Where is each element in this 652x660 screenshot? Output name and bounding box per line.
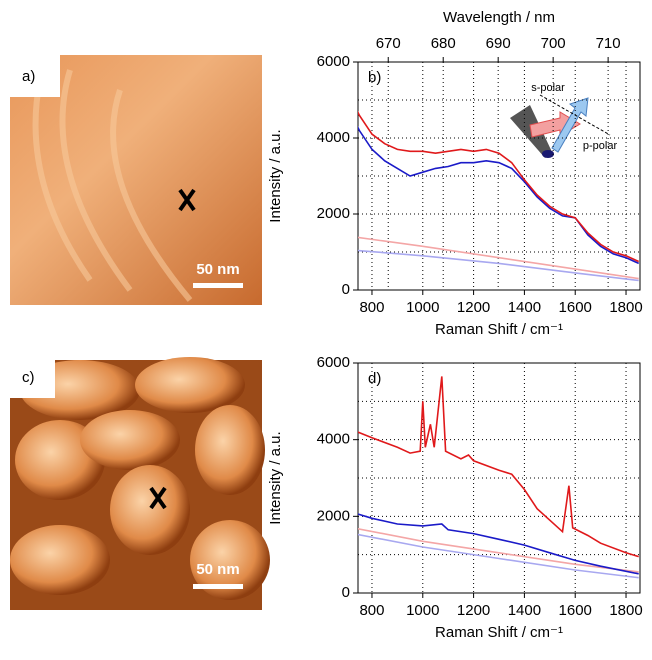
y-tick-label: 2000 — [317, 205, 350, 222]
x-tick-label: 1000 — [406, 299, 439, 316]
x2-tick-label: 690 — [486, 35, 511, 52]
y-tick-label: 0 — [342, 584, 350, 601]
y-tick-label: 2000 — [317, 507, 350, 524]
image-label: a) — [22, 68, 35, 85]
x-tick-label: 1800 — [609, 299, 642, 316]
x2-tick-label: 710 — [596, 35, 621, 52]
x-axis-title: Raman Shift / cm⁻¹ — [435, 624, 563, 641]
panel-label: b) — [368, 69, 381, 86]
y-axis-title: Intensity / a.u. — [267, 431, 284, 524]
afm-image-c — [10, 357, 270, 610]
spectrum-line — [358, 110, 640, 263]
x-tick-label: 800 — [359, 602, 384, 619]
y-tick-label: 4000 — [317, 129, 350, 146]
scale-bar-label: 50 nm — [196, 261, 239, 278]
x2-tick-label: 700 — [541, 35, 566, 52]
inset-label: p-polar — [583, 140, 618, 152]
x-tick-label: 1800 — [609, 602, 642, 619]
panel-label: d) — [368, 370, 381, 387]
x-tick-label: 1600 — [559, 602, 592, 619]
x-tick-label: 1400 — [508, 299, 541, 316]
x2-tick-label: 680 — [431, 35, 456, 52]
x2-tick-label: 670 — [376, 35, 401, 52]
y-tick-label: 6000 — [317, 354, 350, 371]
spectrum-line — [358, 376, 639, 558]
x-tick-label: 1400 — [508, 602, 541, 619]
y-tick-label: 4000 — [317, 431, 350, 448]
spectrum-line — [358, 249, 639, 282]
spectrum-line — [358, 533, 639, 579]
x-tick-label: 1200 — [457, 299, 490, 316]
scale-bar-label: 50 nm — [196, 561, 239, 578]
image-label: c) — [22, 369, 35, 386]
spectrum-line — [358, 125, 640, 265]
x-tick-label: 1000 — [406, 602, 439, 619]
x-tick-label: 1600 — [559, 299, 592, 316]
plot-frame — [357, 61, 641, 291]
inset-label: s-polar — [531, 82, 565, 94]
x-axis-title: Raman Shift / cm⁻¹ — [435, 321, 563, 338]
plot-frame — [357, 362, 641, 594]
polarization-inset — [510, 94, 611, 158]
spectrum-line — [358, 236, 639, 280]
afm-image-a — [10, 55, 262, 305]
y-tick-label: 0 — [342, 281, 350, 298]
spectrum-line — [358, 527, 639, 573]
y-tick-label: 6000 — [317, 53, 350, 70]
x2-axis-title: Wavelength / nm — [443, 9, 555, 26]
y-axis-title: Intensity / a.u. — [267, 129, 284, 222]
x-tick-label: 1200 — [457, 602, 490, 619]
spectrum-line — [358, 513, 639, 575]
x-tick-label: 800 — [359, 299, 384, 316]
